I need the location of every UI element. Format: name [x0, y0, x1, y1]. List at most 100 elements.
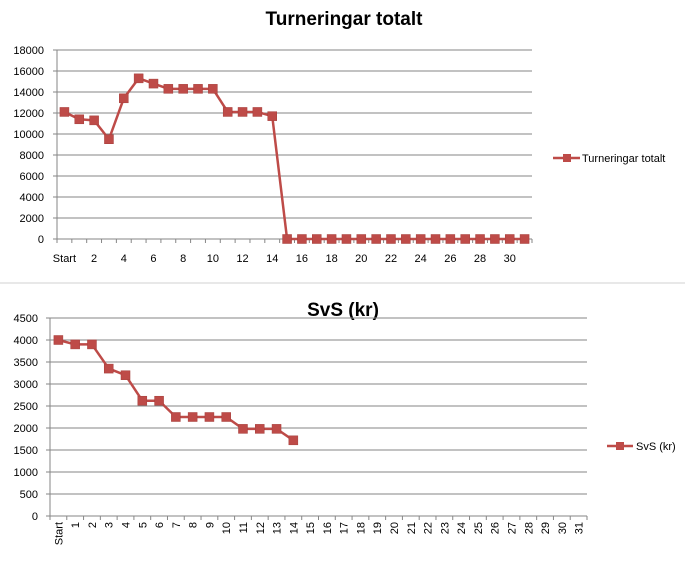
y-tick-label: 0: [32, 511, 38, 523]
y-tick-label: 10000: [13, 129, 44, 141]
data-point: [148, 78, 159, 89]
data-point: [460, 234, 470, 244]
data-point: [178, 84, 188, 94]
x-tick-label: 27: [506, 522, 518, 534]
data-point: [288, 435, 299, 446]
x-tick-label: 23: [439, 522, 451, 534]
data-point: [59, 107, 70, 117]
x-tick-label: 4: [121, 253, 127, 265]
data-point: [74, 114, 85, 125]
data-point: [401, 234, 411, 244]
x-tick-label: 17: [339, 522, 351, 534]
data-point: [221, 412, 231, 422]
data-point: [87, 339, 97, 350]
data-point: [326, 234, 337, 244]
x-tick-label: 8: [180, 253, 186, 265]
x-tick-labels: Start 2 4 6 8 10 12 14 16 18 20 22 24 26 28 30: [53, 253, 516, 265]
data-point: [222, 107, 233, 117]
x-tick-label: 4: [121, 522, 133, 528]
x-tick-label: 30: [504, 253, 516, 265]
x-tick-label: 26: [444, 253, 456, 265]
legend: Turneringar totalt: [553, 153, 665, 165]
data-point: [504, 234, 515, 244]
x-tick-label: 6: [150, 253, 156, 265]
data-point: [171, 412, 181, 422]
y-tick-label: 500: [20, 489, 38, 501]
data-point: [103, 363, 114, 374]
x-tick-label: 10: [207, 253, 219, 265]
x-tick-label: 9: [204, 522, 216, 528]
y-tick-label: 14000: [13, 87, 44, 99]
x-tick-label: 15: [305, 522, 317, 534]
x-tick-label: 3: [104, 522, 116, 528]
legend: SvS (kr): [607, 441, 676, 453]
x-tick-label: Start: [53, 522, 65, 545]
data-point: [519, 234, 530, 244]
y-tick-label: 8000: [20, 150, 44, 162]
data-point: [297, 234, 307, 244]
data-point: [255, 424, 265, 434]
axes: [56, 50, 533, 243]
data-point: [267, 111, 277, 121]
y-tick-label: 6000: [20, 171, 44, 183]
y-tick-label: 16000: [13, 66, 44, 78]
chart-title: SvS (kr): [307, 300, 379, 321]
x-tick-label: 8: [188, 522, 200, 528]
data-point: [475, 234, 485, 244]
y-tick-label: 18000: [13, 45, 44, 57]
data-point: [238, 424, 248, 434]
data-point: [415, 234, 426, 244]
data-point: [490, 234, 500, 244]
x-tick-label: 2: [87, 522, 99, 528]
x-tick-label: Start: [53, 253, 76, 265]
legend-label: SvS (kr): [636, 441, 676, 453]
data-point: [187, 412, 198, 422]
data-point: [137, 395, 148, 406]
data-point: [89, 115, 99, 126]
y-tick-label: 1500: [14, 445, 38, 457]
x-tick-label: 14: [266, 253, 278, 265]
x-tick-label: 10: [221, 522, 233, 534]
data-point: [104, 134, 114, 144]
x-tick-label: 11: [238, 522, 250, 533]
data-point: [154, 395, 164, 406]
x-tick-label: 18: [355, 522, 367, 534]
y-tick-labels: 0 2000 4000 6000 8000 10000 12000 14000 16000 180…: [13, 45, 44, 246]
data-point: [133, 73, 144, 84]
x-tick-label: 22: [385, 253, 397, 265]
x-tick-label: 28: [474, 253, 486, 265]
x-tick-label: 14: [288, 522, 300, 534]
legend-label: Turneringar totalt: [582, 153, 665, 165]
data-point: [282, 234, 292, 244]
data-point: [271, 424, 282, 434]
data-point: [193, 84, 203, 94]
data-point: [204, 412, 215, 422]
x-tick-label: 16: [322, 522, 334, 534]
y-tick-label: 2500: [14, 401, 38, 413]
y-tick-label: 1000: [14, 467, 38, 479]
data-point: [430, 234, 441, 244]
x-tick-label: 1: [70, 522, 82, 528]
legend-square-marker: [616, 442, 624, 450]
data-point: [120, 370, 131, 380]
x-tick-label: 19: [372, 522, 384, 534]
x-tick-label: 31: [574, 522, 586, 534]
data-point: [252, 107, 263, 117]
x-tick-label: 7: [171, 522, 183, 528]
x-tick-label: 13: [272, 522, 284, 534]
x-tick-label: 30: [557, 522, 569, 534]
x-tick-label: 5: [137, 522, 149, 528]
axes: [49, 318, 588, 520]
y-tick-label: 4500: [14, 313, 38, 325]
y-tick-label: 3000: [14, 379, 38, 391]
data-point: [356, 234, 367, 244]
x-tick-label: 20: [389, 522, 401, 534]
data-point: [70, 339, 80, 350]
y-tick-label: 2000: [20, 213, 44, 225]
y-tick-label: 4000: [20, 192, 44, 204]
data-point: [312, 234, 322, 244]
y-tick-label: 4000: [14, 335, 38, 347]
y-tick-labels: 0 500 1000 1500 2000 2500 3000 3500 4000 4500: [14, 313, 38, 523]
gridlines: [53, 49, 532, 240]
x-tick-labels: Start 1 2 3 4 5 6 7 8 9 10 11 12 13 14 15 16 17 18 19 20 21 22…: [53, 522, 585, 545]
